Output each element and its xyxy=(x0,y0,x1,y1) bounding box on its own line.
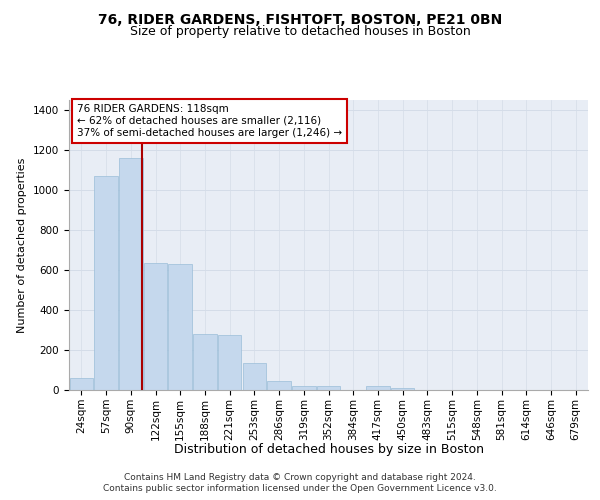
Bar xyxy=(119,158,143,390)
Text: 76, RIDER GARDENS, FISHTOFT, BOSTON, PE21 0BN: 76, RIDER GARDENS, FISHTOFT, BOSTON, PE2… xyxy=(98,12,502,26)
Text: Size of property relative to detached houses in Boston: Size of property relative to detached ho… xyxy=(130,25,470,38)
Bar xyxy=(268,381,291,390)
Bar xyxy=(169,264,192,390)
Text: Contains HM Land Registry data © Crown copyright and database right 2024.: Contains HM Land Registry data © Crown c… xyxy=(124,472,476,482)
Bar xyxy=(193,334,217,390)
Bar xyxy=(391,388,415,390)
Bar xyxy=(218,335,241,390)
Bar xyxy=(144,263,167,390)
Text: Distribution of detached houses by size in Boston: Distribution of detached houses by size … xyxy=(174,442,484,456)
Bar xyxy=(292,386,316,390)
Bar xyxy=(70,378,93,390)
Bar xyxy=(94,176,118,390)
Bar xyxy=(317,386,340,390)
Text: 76 RIDER GARDENS: 118sqm
← 62% of detached houses are smaller (2,116)
37% of sem: 76 RIDER GARDENS: 118sqm ← 62% of detach… xyxy=(77,104,342,138)
Bar xyxy=(242,363,266,390)
Bar xyxy=(366,386,389,390)
Y-axis label: Number of detached properties: Number of detached properties xyxy=(17,158,28,332)
Text: Contains public sector information licensed under the Open Government Licence v3: Contains public sector information licen… xyxy=(103,484,497,493)
